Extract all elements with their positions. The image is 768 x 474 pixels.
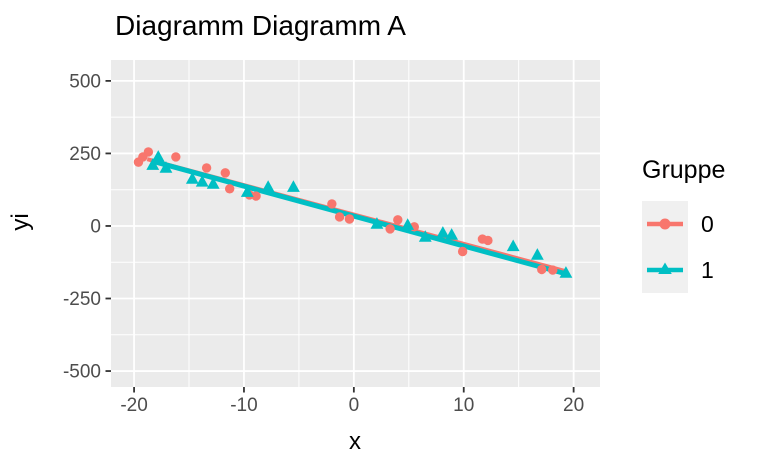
legend-item-0: 0 [642,201,725,247]
y-tick-label: 250 [69,144,101,165]
data-point-group1 [195,175,209,187]
data-point-group0 [224,184,235,194]
legend-key-glyph-circle [642,201,688,247]
data-point-group1 [287,180,300,192]
panel-background [111,60,600,387]
data-point-group0 [143,147,154,157]
chart-title: Diagramm Diagramm A [115,10,406,41]
data-point-group0 [548,265,558,275]
data-point-group0 [483,235,493,246]
x-tick-label: -10 [230,395,257,416]
data-point-group0 [344,214,355,224]
fit-line-group1 [151,158,568,277]
data-point-group1 [401,218,415,230]
y-tick-label: 500 [69,71,101,92]
data-point-group1 [530,248,544,260]
data-point-group0 [327,199,337,209]
x-tick-label: 20 [563,395,584,416]
data-point-group1 [146,158,160,170]
data-point-group1 [261,180,275,192]
legend-label-1: 1 [701,256,714,283]
data-point-group0 [457,246,468,257]
data-point-group1 [151,150,165,162]
x-axis-title: x [349,428,361,455]
y-tick-label: 0 [90,216,101,237]
legend-glyph-part [659,218,671,230]
data-point-group0 [393,215,403,225]
x-tick-label: -20 [120,395,147,416]
data-point-group1 [159,161,173,173]
data-point-group1 [240,185,254,197]
data-point-group0 [385,224,395,234]
legend-glyph-part [658,262,672,274]
legend-key-glyph-triangle [642,247,688,293]
data-point-group0 [220,168,230,178]
legend-title: Gruppe [642,156,726,184]
y-tick-label: -250 [63,289,101,310]
x-tick-label: 10 [453,395,474,416]
data-point-group1 [185,172,199,184]
data-point-group0 [171,152,181,162]
data-point-group1 [206,177,220,189]
data-point-group1 [436,226,450,238]
data-point-group1 [418,230,432,242]
data-point-group1 [559,266,573,278]
legend-label-0: 0 [701,210,714,237]
data-point-group0 [201,163,212,173]
y-tick-label: -500 [63,362,101,383]
legend-item-1: 1 [642,247,725,293]
legend: Gruppe 0 1 [642,156,725,293]
data-point-group0 [334,212,345,222]
data-point-group0 [537,264,547,275]
legend-keys: 0 1 [642,201,725,293]
data-point-group0 [251,191,261,201]
data-point-group1 [445,228,459,240]
data-point-group1 [370,217,384,229]
data-point-group1 [506,239,520,252]
y-axis-title: yi [7,213,34,231]
x-tick-label: 0 [349,395,360,416]
